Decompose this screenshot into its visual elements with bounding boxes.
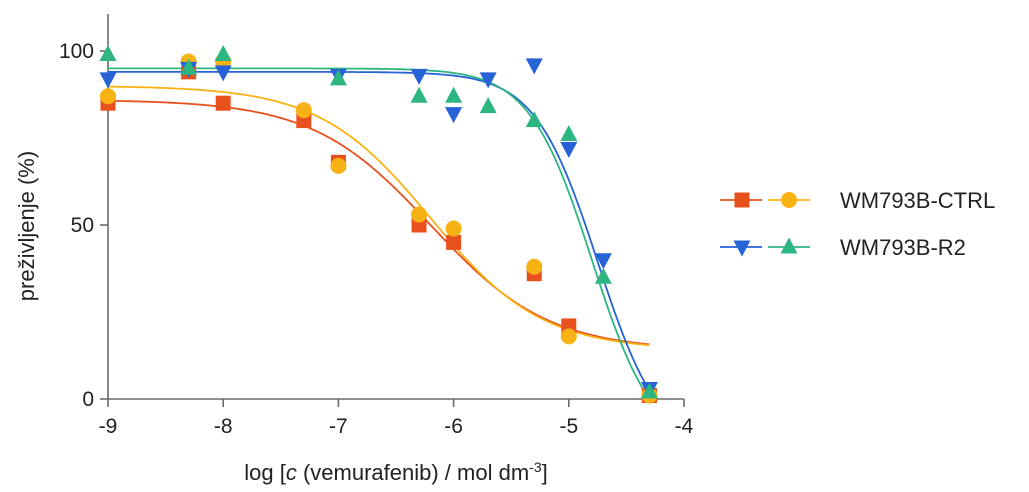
data-point-triangle-down [99, 72, 117, 89]
data-points [99, 44, 658, 404]
fit-curve-3 [108, 67, 651, 400]
data-point-triangle-up [594, 267, 612, 284]
x-tick-label: -9 [99, 415, 118, 438]
data-point-triangle-down [214, 65, 232, 82]
legend: WM793B-CTRL WM793B-R2 [720, 188, 995, 260]
x-tick-label: -7 [329, 415, 348, 438]
data-point-triangle-up [180, 58, 198, 75]
y-tick-label: 100 [59, 40, 94, 63]
legend-label: WM793B-CTRL [840, 188, 995, 213]
x-axis-title: log [c (vemurafenib) / mol dm-3] [244, 459, 547, 485]
x-tick-label: -5 [559, 415, 578, 438]
fit-curve-1 [108, 85, 650, 347]
data-point-triangle-down [594, 253, 612, 270]
data-point-circle [526, 258, 543, 275]
legend-marker-triangle-down [733, 240, 751, 257]
data-point-square [446, 234, 462, 250]
data-point-triangle-up [329, 69, 347, 86]
y-tick-label: 50 [71, 214, 94, 237]
data-point-triangle-down [479, 72, 497, 89]
data-point-triangle-up [99, 44, 117, 61]
data-point-triangle-up [410, 86, 428, 103]
fit-curves [108, 67, 651, 400]
y-axis-title: preživljenje (%) [14, 151, 39, 301]
x-tick-label: -8 [214, 415, 233, 438]
data-point-triangle-up [445, 86, 463, 103]
x-tick-label: -4 [675, 415, 694, 438]
y-tick-label: 0 [82, 388, 94, 411]
data-point-circle [295, 102, 312, 119]
data-point-square [215, 95, 231, 111]
legend-marker-square [734, 192, 750, 208]
data-point-circle [411, 206, 428, 223]
x-tick-label: -6 [444, 415, 463, 438]
data-point-triangle-down [445, 107, 463, 124]
legend-marker-circle [781, 192, 797, 208]
data-point-circle [100, 88, 116, 105]
legend-marker-triangle-up [780, 237, 798, 254]
data-point-triangle-up [560, 125, 578, 142]
data-point-triangle-down [560, 141, 578, 158]
data-point-triangle-down [525, 58, 543, 75]
fit-curve-0 [108, 99, 650, 346]
data-point-triangle-up [525, 111, 543, 128]
data-point-triangle-up [479, 97, 497, 114]
fit-curve-2 [108, 71, 651, 391]
data-point-circle [445, 220, 462, 237]
data-point-triangle-down [410, 68, 428, 85]
axes: 0 50 100 -9 -8 -7 -6 -5 -4 [59, 14, 694, 438]
data-point-triangle-up [214, 44, 232, 61]
data-point-circle [330, 157, 347, 174]
data-point-circle [560, 328, 577, 345]
data-point-triangle-up [640, 382, 658, 399]
legend-label: WM793B-R2 [840, 235, 966, 260]
